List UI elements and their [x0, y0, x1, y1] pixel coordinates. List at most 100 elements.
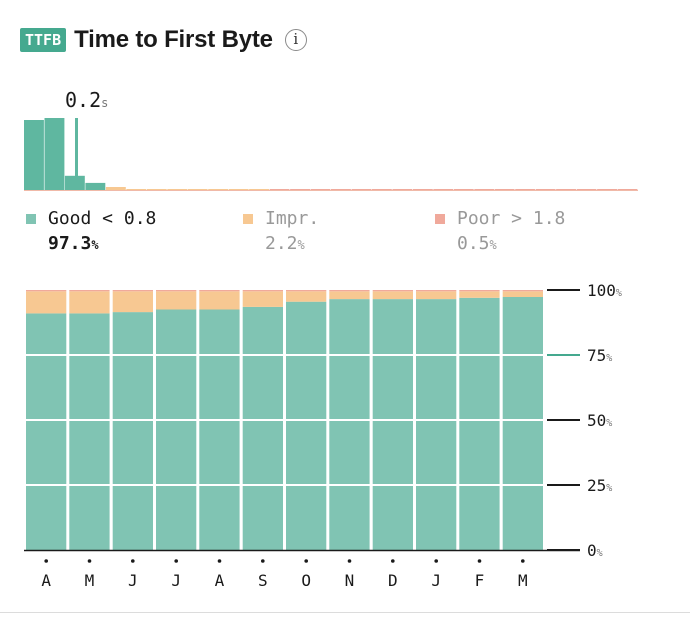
median-number: 0.2	[65, 88, 102, 112]
bar-good	[26, 313, 67, 550]
histogram-bar	[146, 189, 167, 190]
x-tick-label: M	[518, 571, 528, 590]
legend-good-label: Good < 0.8	[48, 208, 157, 229]
bar-good	[199, 309, 240, 550]
x-tick-dot	[87, 559, 92, 563]
histogram-bar	[515, 189, 536, 190]
histogram-bar	[187, 189, 208, 190]
y-tick-label: 25%	[587, 476, 612, 495]
bar-impr	[156, 291, 197, 310]
bar-poor	[69, 290, 110, 292]
legend-impr: Impr. 2.2%	[243, 208, 319, 254]
legend-good-value: 97.3	[48, 233, 92, 254]
x-tick-label: N	[345, 571, 355, 590]
histogram-bar	[85, 182, 106, 190]
x-tick-dot	[174, 559, 178, 563]
x-tick-label: J	[128, 571, 138, 590]
median-value: 0.2s	[65, 88, 108, 112]
histogram-bar	[331, 189, 351, 190]
bar-poor	[502, 290, 543, 292]
histogram-bar	[228, 189, 249, 190]
metric-badge: TTFB	[20, 28, 67, 52]
bar-good	[112, 312, 153, 550]
bar-poor	[199, 290, 240, 292]
x-tick-dot	[304, 559, 309, 563]
x-tick-dot	[347, 559, 352, 563]
monthly-stacked-chart: A M J J A S O N D J F M 100% 75% 50% 25% 0%	[24, 281, 622, 590]
histogram-bar	[208, 189, 229, 190]
legend-impr-unit: %	[297, 238, 305, 252]
histogram-bar	[556, 189, 576, 190]
x-tick-dot	[434, 559, 439, 563]
histogram-bar	[351, 189, 372, 190]
bar-good	[416, 299, 457, 550]
legend-impr-value: 2.2	[265, 233, 298, 254]
bar-impr	[372, 291, 413, 300]
x-tick-dot	[131, 559, 135, 563]
y-tick-label: 75%	[587, 346, 612, 365]
legend-impr-label: Impr.	[265, 208, 320, 229]
bar-good	[69, 313, 110, 550]
histogram-bar	[167, 189, 188, 190]
bar-impr	[502, 291, 543, 297]
legend-poor-label: Poor > 1.8	[457, 208, 566, 229]
x-tick-dot	[477, 559, 482, 563]
x-tick-label: A	[41, 571, 51, 590]
histogram-bar	[576, 189, 597, 190]
x-tick-label: M	[85, 571, 95, 590]
histogram-bar	[433, 189, 454, 190]
bar-impr	[199, 291, 240, 310]
x-tick-label: F	[475, 571, 485, 590]
histogram-bar	[597, 189, 617, 190]
bar-impr	[112, 291, 153, 313]
info-icon[interactable]: i	[284, 29, 307, 51]
histogram-bar	[412, 189, 433, 190]
bar-good	[329, 299, 370, 550]
x-tick-dot	[44, 559, 48, 563]
bar-good	[459, 297, 500, 550]
histogram-bar	[617, 189, 638, 190]
legend-good-unit: %	[91, 238, 99, 252]
legend-impr-swatch	[243, 213, 253, 224]
bar-good	[372, 299, 413, 550]
x-tick-label: D	[388, 571, 398, 590]
bar-poor	[26, 290, 67, 292]
x-tick-label: O	[301, 571, 311, 590]
histogram-bar	[290, 189, 310, 190]
histogram-bar	[453, 189, 474, 190]
bar-impr	[416, 291, 457, 300]
distribution-histogram	[24, 118, 638, 191]
metric-title: Time to First Byte	[74, 26, 273, 53]
x-tick-label: S	[258, 571, 268, 590]
legend-poor-value: 0.5	[457, 233, 490, 254]
histogram-bar	[249, 189, 269, 190]
legend-good: Good < 0.8 97.3%	[26, 208, 156, 254]
x-tick-label: A	[215, 571, 225, 590]
x-tick-dot	[217, 559, 222, 563]
x-tick-dot	[391, 559, 395, 563]
bar-good	[242, 306, 283, 550]
histogram-bar	[64, 175, 85, 190]
bar-poor	[156, 290, 197, 292]
legend-poor: Poor > 1.8 0.5%	[435, 208, 565, 254]
histogram-bar	[392, 189, 413, 190]
legend-poor-swatch	[435, 213, 445, 224]
bar-poor	[459, 290, 500, 292]
bottom-divider	[0, 612, 690, 613]
x-tick-label: J	[431, 571, 441, 590]
bar-impr	[26, 291, 67, 314]
histogram-bar	[269, 189, 290, 190]
x-tick-label: J	[171, 571, 181, 590]
bar-impr	[242, 291, 283, 307]
bar-good	[286, 301, 327, 550]
median-unit: s	[101, 96, 109, 110]
bar-poor	[372, 290, 413, 292]
legend-good-swatch	[26, 213, 36, 224]
median-marker	[75, 118, 78, 190]
y-tick-label: 0%	[587, 541, 603, 560]
bar-impr	[286, 291, 327, 302]
histogram-bar	[494, 189, 515, 190]
histogram-bar	[126, 189, 147, 190]
x-tick-dot	[521, 559, 525, 563]
legend-poor-unit: %	[489, 238, 497, 252]
